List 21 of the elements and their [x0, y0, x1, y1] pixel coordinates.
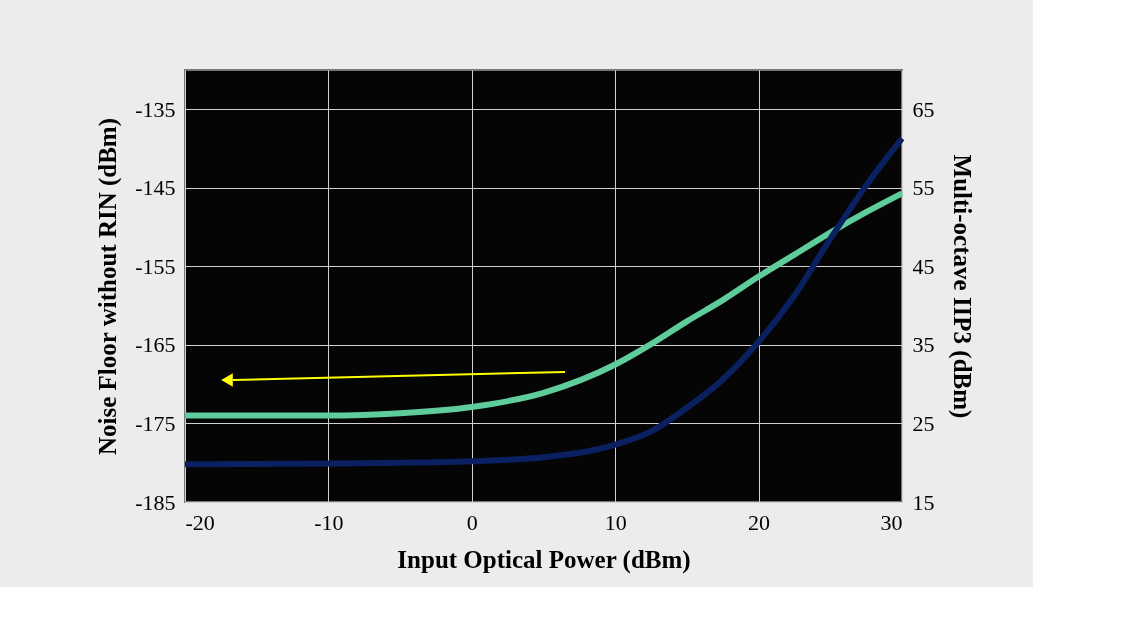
x-tick-label: 0	[466, 509, 478, 535]
x-tick-label: -20	[185, 509, 215, 535]
y2-tick-label: 65	[912, 96, 935, 122]
x-tick-label: 10	[604, 509, 627, 535]
y-axis-title: Noise Floor without RIN (dBm)	[94, 117, 123, 456]
y2-axis-title: Multi-octave IIP3 (dBm)	[947, 154, 976, 419]
y-tick-label: -145	[135, 175, 176, 201]
x-tick-label: 20	[748, 509, 771, 535]
y2-tick-label: 25	[912, 410, 935, 436]
y2-tick-label: 35	[912, 332, 935, 358]
y-tick-label: -185	[135, 489, 176, 515]
x-tick-label: -10	[314, 509, 344, 535]
y2-tick-label: 45	[912, 253, 935, 279]
y2-tick-label: 15	[912, 489, 935, 515]
x-tick-label: 30	[880, 509, 903, 535]
y-tick-label: -135	[135, 96, 176, 122]
y2-tick-label: 55	[912, 175, 935, 201]
y-tick-label: -155	[135, 253, 176, 279]
y-tick-label: -175	[135, 410, 176, 436]
y-tick-label: -165	[135, 332, 176, 358]
x-axis-title: Input Optical Power (dBm)	[397, 545, 691, 574]
